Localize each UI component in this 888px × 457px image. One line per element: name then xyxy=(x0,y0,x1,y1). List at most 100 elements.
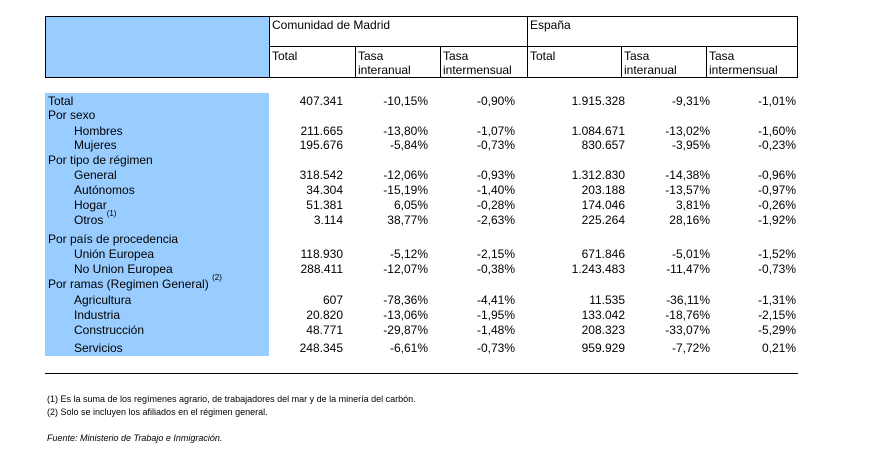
cell-value: -0,93% xyxy=(476,168,515,182)
cell-value: 203.188 xyxy=(581,183,625,197)
table-row: Por tipo de régimen xyxy=(45,153,798,167)
table-row: Hombres 211.665 -13,80% -1,07% 1.084.671 -13,… xyxy=(45,124,798,138)
cell-value: 3.114 xyxy=(313,213,343,227)
spain-total-heading: Total xyxy=(530,49,556,63)
cell-value: -0,73% xyxy=(476,341,515,355)
cell-value: -1,52% xyxy=(757,247,796,261)
cell-value: -18,76% xyxy=(665,308,710,322)
region-madrid-heading: Comunidad de Madrid xyxy=(272,18,391,32)
cell-value: -4,41% xyxy=(476,293,515,307)
cell-value: 225.264 xyxy=(581,213,625,227)
row-label: Autónomos xyxy=(74,183,135,197)
header-mid-border xyxy=(269,46,798,47)
cell-value: -0,28% xyxy=(476,198,515,212)
cell-value: -0,73% xyxy=(476,138,515,152)
header-bottom-border xyxy=(45,77,798,78)
row-label-text: No Union Europea xyxy=(74,262,173,276)
cell-value: -0,38% xyxy=(476,262,515,276)
cell-value: 407.341 xyxy=(299,94,343,108)
table-row: Por sexo xyxy=(45,108,798,122)
cell-value: -0,97% xyxy=(757,183,796,197)
cell-value: 28,16% xyxy=(669,213,710,227)
cell-value: 248.345 xyxy=(299,341,343,355)
row-label: Agricultura xyxy=(74,293,131,307)
row-label: General xyxy=(74,168,117,182)
table-row: Unión Europea 118.930 -5,12% -2,15% 671.846 -… xyxy=(45,247,798,261)
cell-value: -1,95% xyxy=(476,308,515,322)
table-bottom-rule xyxy=(45,373,798,374)
table-row: Construcción 48.771 -29,87% -1,48% 208.323 -3… xyxy=(45,323,798,337)
cell-value: 34.304 xyxy=(306,183,343,197)
cell-value: -5,29% xyxy=(757,323,796,337)
row-label-text: Unión Europea xyxy=(74,247,155,261)
row-label: Unión Europea xyxy=(74,247,154,261)
footnote-1: (1) Es la suma de los regímenes agrario,… xyxy=(47,394,416,404)
cell-value: 1.243.483 xyxy=(571,262,625,276)
header-divider-sub-1 xyxy=(355,46,356,78)
cell-value: 959.929 xyxy=(581,341,625,355)
cell-value: 195.676 xyxy=(299,138,343,152)
table-row: Otros (1) 3.114 38,77% -2,63% 225.264 28,16% -… xyxy=(45,210,798,228)
cell-value: 1.915.328 xyxy=(571,94,625,108)
cell-value: -1,60% xyxy=(757,124,796,138)
cell-value: -12,07% xyxy=(383,262,428,276)
cell-value: -33,07% xyxy=(665,323,710,337)
cell-value: 671.846 xyxy=(581,247,625,261)
header-label-cell xyxy=(45,16,269,77)
table-row: Por país de procedencia xyxy=(45,232,798,246)
row-label: Servicios xyxy=(74,341,123,355)
row-label: Construcción xyxy=(74,323,144,337)
row-label: Total xyxy=(48,94,73,108)
madrid-total-heading: Total xyxy=(272,49,298,63)
cell-value: 51.381 xyxy=(306,198,343,212)
cell-value: 211.665 xyxy=(300,124,344,138)
footnote-marker: (2) xyxy=(212,273,222,282)
table-row: Agricultura 607 -78,36% -4,41% 11.535 -36,11%… xyxy=(45,293,798,307)
cell-value: -29,87% xyxy=(383,323,428,337)
row-label: Mujeres xyxy=(74,138,117,152)
row-label: Industria xyxy=(74,308,120,322)
cell-value: -9,31% xyxy=(671,94,710,108)
header-top-border xyxy=(45,16,798,17)
row-label-text: Por ramas (Regimen General) xyxy=(48,277,209,291)
cell-value: 6,05% xyxy=(393,198,428,212)
row-label-text: Otros xyxy=(74,213,104,227)
cell-value: -1,40% xyxy=(476,183,515,197)
footnote-marker: (1) xyxy=(106,209,117,218)
cell-value: -1,92% xyxy=(757,213,796,227)
label-column-background xyxy=(45,93,269,356)
row-label-text: Autónomos xyxy=(74,183,135,197)
header-divider-sub-4 xyxy=(706,46,707,78)
cell-value: -0,26% xyxy=(757,198,796,212)
row-label: Por tipo de régimen xyxy=(48,153,153,167)
table-row: Por ramas (Regimen General) (2) xyxy=(45,274,798,292)
cell-value: -6,61% xyxy=(389,341,428,355)
cell-value: -78,36% xyxy=(383,293,428,307)
cell-value: -11,47% xyxy=(666,262,710,276)
row-label: Hogar xyxy=(74,198,107,212)
header-right-border xyxy=(797,16,798,78)
madrid-intermensual-heading: Tasa intermensual xyxy=(443,49,512,77)
cell-value: -0,96% xyxy=(757,168,796,182)
table-row: Servicios 248.345 -6,61% -0,73% 959.929 -7,72… xyxy=(45,341,798,355)
cell-value: 38,77% xyxy=(387,213,428,227)
cell-value: -1,31% xyxy=(757,293,796,307)
cell-value: -1,01% xyxy=(757,94,796,108)
cell-value: -14,38% xyxy=(665,168,710,182)
cell-value: -13,80% xyxy=(383,124,428,138)
row-label-text: General xyxy=(74,168,117,182)
row-label-text: Hombres xyxy=(74,124,123,138)
region-spain-heading: España xyxy=(530,18,571,32)
cell-value: -0,23% xyxy=(757,138,796,152)
row-label-text: Construcción xyxy=(74,323,145,337)
cell-value: -13,02% xyxy=(665,124,710,138)
cell-value: -36,11% xyxy=(666,293,710,307)
cell-value: -0,90% xyxy=(476,94,515,108)
row-label: Otros (1) xyxy=(74,210,116,228)
row-label-text: Total xyxy=(48,94,74,108)
row-label-text: Agricultura xyxy=(74,293,132,307)
cell-value: -0,73% xyxy=(757,262,796,276)
header-left-border xyxy=(45,16,46,78)
table-row: No Union Europea 288.411 -12,07% -0,38% 1.24… xyxy=(45,262,798,276)
cell-value: -3,95% xyxy=(671,138,710,152)
